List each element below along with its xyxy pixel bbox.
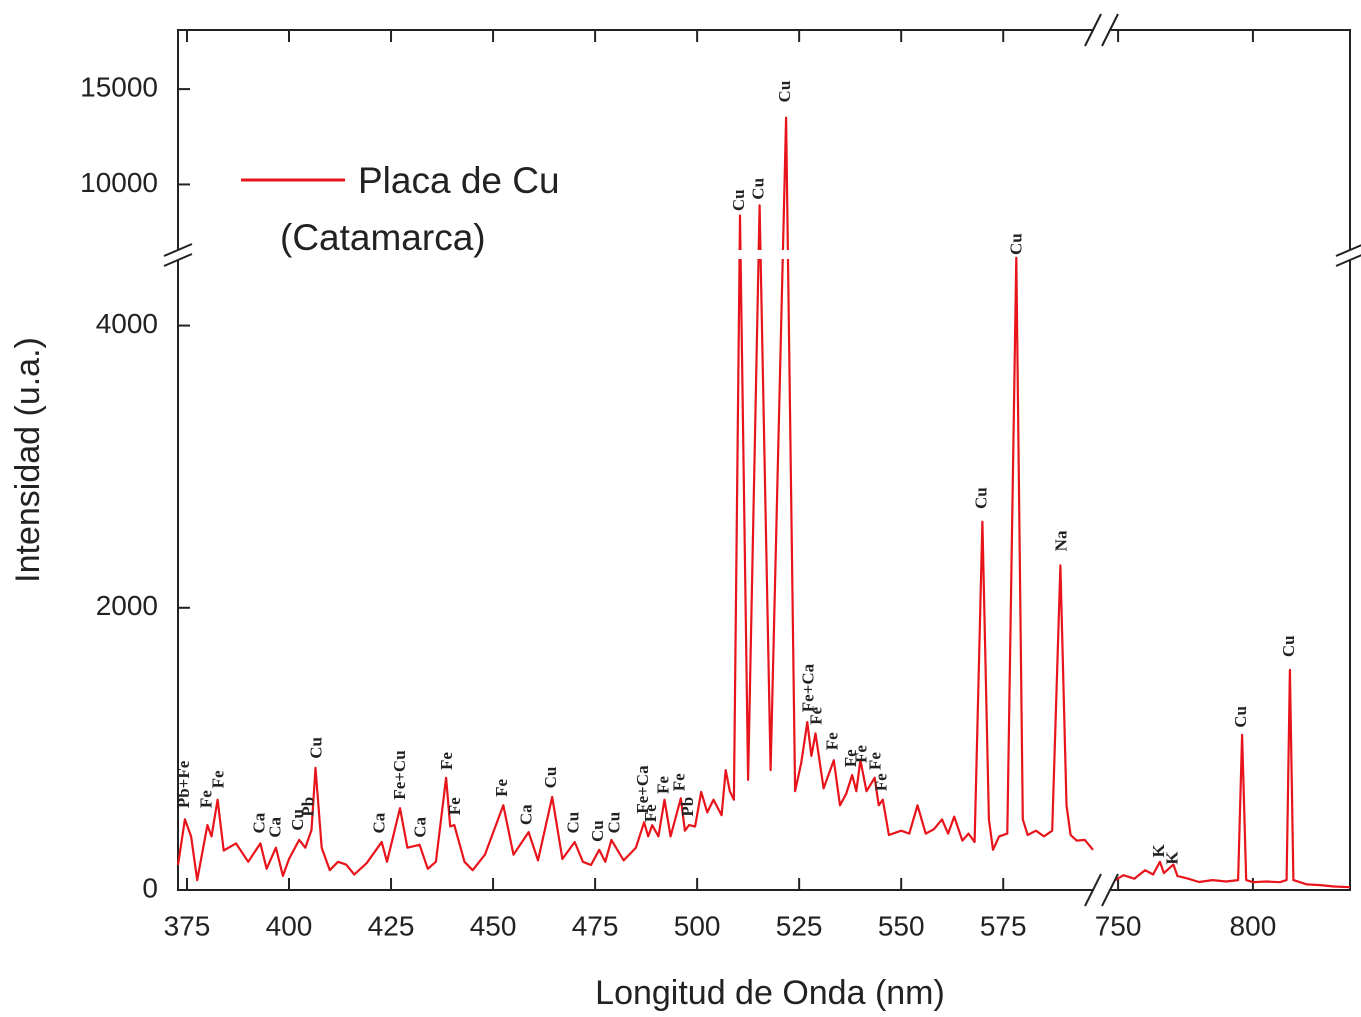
y-break-gap <box>168 250 188 260</box>
x-axis-title: Longitud de Onda (nm) <box>595 974 945 1012</box>
peak-label: Fe+Cu <box>390 750 409 799</box>
peak-label: Ca <box>266 817 285 838</box>
peak-label: Cu <box>564 812 583 834</box>
y-break-gap <box>700 250 820 259</box>
peak-label: Fe <box>851 745 870 763</box>
peak-label: Ca <box>517 804 536 825</box>
peak-label: Fe <box>445 797 464 815</box>
y-tick-label: 15000 <box>80 72 158 103</box>
peak-label: Cu <box>775 81 794 103</box>
peak-label: Fe <box>823 732 842 750</box>
x-break-gap <box>1094 874 1109 906</box>
x-tick-label: 525 <box>776 910 823 941</box>
legend-label: Placa de Cu (Catamarca) <box>280 160 560 258</box>
peak-label: K <box>1149 844 1168 858</box>
peak-label: Fe <box>641 804 660 822</box>
peak-label: Cu <box>1006 233 1025 255</box>
peak-label: Fe+Ca <box>633 765 652 814</box>
x-tick-label: 575 <box>980 910 1027 941</box>
peak-label: Pb <box>678 797 697 817</box>
peak-label: Cu <box>748 178 767 200</box>
peak-label: Fe <box>209 770 228 788</box>
break-mark <box>163 243 193 257</box>
x-tick-label: 750 <box>1095 910 1142 941</box>
peak-label: Cu <box>541 767 560 789</box>
x-tick-label: 475 <box>572 910 619 941</box>
peak-label: Cu <box>1279 635 1298 657</box>
x-tick-label: 400 <box>266 910 313 941</box>
break-mark <box>1101 13 1119 47</box>
peak-label: Fe <box>653 776 672 794</box>
peak-label: Cu <box>972 487 991 509</box>
break-mark <box>1084 873 1102 907</box>
y-axis-title: Intensidad (u.a.) <box>9 337 47 583</box>
peak-label: Fe <box>872 773 891 791</box>
spectrum-line <box>176 116 1351 889</box>
peak-label: Fe <box>866 752 885 770</box>
peak-label: Ca <box>411 817 430 838</box>
y-tick-label: 4000 <box>96 308 158 339</box>
x-tick-label: 800 <box>1230 910 1277 941</box>
x-tick-label: 550 <box>878 910 925 941</box>
peak-label: Pb+Fe <box>174 760 193 808</box>
x-tick-label: 500 <box>674 910 721 941</box>
peak-label: Fe <box>196 790 215 808</box>
peak-label: Fe <box>492 778 511 796</box>
peak-label: K <box>1162 851 1181 865</box>
peak-label: Cu <box>306 737 325 759</box>
peak-label: Na <box>1051 530 1070 551</box>
peak-label: Ca <box>249 812 268 833</box>
peak-label: Cu <box>588 820 607 842</box>
y-tick-label: 0 <box>142 872 158 903</box>
peak-label: Fe <box>670 773 689 791</box>
break-mark <box>1335 254 1361 267</box>
x-tick-label: 375 <box>164 910 211 941</box>
break-mark <box>1084 13 1102 47</box>
peak-label: Ca <box>370 812 389 833</box>
peak-label: Pb <box>298 797 317 817</box>
break-mark <box>1335 244 1361 257</box>
peak-label: Cu <box>1231 706 1250 728</box>
x-tick-label: 425 <box>368 910 415 941</box>
break-mark <box>1101 873 1119 907</box>
peak-label: Fe <box>841 749 860 767</box>
peak-label: Cu <box>288 809 307 831</box>
peak-label: Fe <box>806 707 825 725</box>
peak-label: Cu <box>604 812 623 834</box>
peak-label: Cu <box>729 189 748 211</box>
x-break-gap <box>1094 14 1109 46</box>
y-tick-label: 2000 <box>96 590 158 621</box>
y-tick-label: 10000 <box>80 167 158 198</box>
x-tick-label: 450 <box>470 910 517 941</box>
plot-frame <box>177 29 1351 891</box>
peak-label: Fe+Ca <box>798 663 817 712</box>
break-mark <box>163 253 193 267</box>
peak-label: Fe <box>437 752 456 770</box>
y-break-gap <box>1340 250 1360 260</box>
